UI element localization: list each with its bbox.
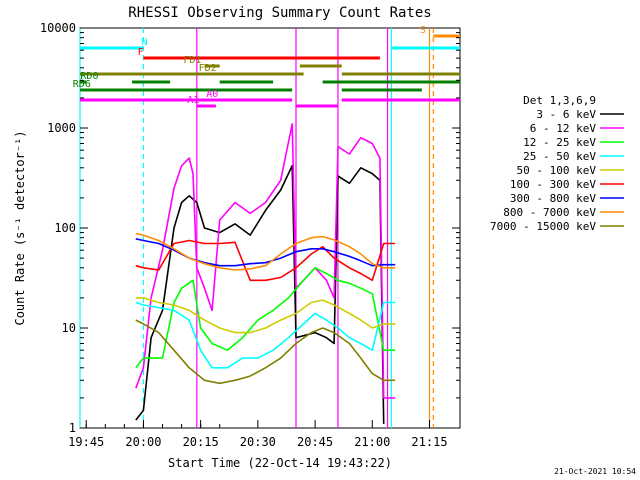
time-markers xyxy=(79,28,434,428)
flag-f-label: F xyxy=(138,47,144,58)
y-axis-label: Count Rate (s⁻¹ detector⁻¹) xyxy=(13,130,27,325)
series-line-7 xyxy=(135,232,396,271)
generation-timestamp: 21-Oct-2021 10:54 xyxy=(554,467,636,476)
x-axis-label: Start Time (22-Oct-14 19:43:22) xyxy=(168,456,392,470)
flag-fd2-label: FD2 xyxy=(199,63,217,74)
legend-entry-5: 100 - 300 keV xyxy=(510,178,596,191)
series-line-3 xyxy=(135,301,396,369)
x-tick-label-1: 20:00 xyxy=(125,435,161,449)
y-tick-label-0: 1 xyxy=(69,421,76,435)
legend-entry-4: 50 - 100 keV xyxy=(517,164,597,177)
axes: 19:45 20:00 20:15 20:30 20:45 21:00 21:15 1 10 10… xyxy=(40,21,460,449)
series-line-1 xyxy=(135,123,396,399)
series-line-0 xyxy=(135,164,385,424)
flag-s-label: S xyxy=(420,25,426,36)
legend-entry-2: 12 - 25 keV xyxy=(523,136,596,149)
series-line-4 xyxy=(135,297,396,334)
flag-fd1-label: FD1 xyxy=(183,55,201,66)
legend-entry-1: 6 - 12 keV xyxy=(530,122,597,135)
flag-a0-label: A0 xyxy=(206,89,218,100)
flag-a1-label: A1 xyxy=(187,95,199,106)
plot-frame xyxy=(79,27,461,429)
legend-entry-3: 25 - 50 keV xyxy=(523,150,596,163)
legend-entry-8: 7000 - 15000 keV xyxy=(490,220,596,233)
x-tick-label-6: 21:15 xyxy=(411,435,447,449)
legend-entry-6: 300 - 800 keV xyxy=(510,192,596,205)
flag-rd6-label: RD6 xyxy=(73,79,91,90)
x-tick-label-3: 20:30 xyxy=(240,435,276,449)
y-tick-label-1: 10 xyxy=(62,321,76,335)
x-tick-label-0: 19:45 xyxy=(68,435,104,449)
legend-entry-0: 3 - 6 keV xyxy=(536,108,596,121)
x-tick-label-5: 21:00 xyxy=(354,435,390,449)
series-lines xyxy=(135,123,396,424)
y-tick-label-2: 100 xyxy=(54,221,76,235)
series-line-2 xyxy=(135,267,396,369)
x-tick-label-4: 20:45 xyxy=(297,435,333,449)
y-tick-label-4: 10000 xyxy=(40,21,76,35)
legend-title: Det 1,3,6,9 xyxy=(523,94,596,107)
chart-title: RHESSI Observing Summary Count Rates xyxy=(128,5,431,21)
series-line-8 xyxy=(135,319,396,385)
flag-n-label: N xyxy=(141,37,147,48)
x-tick-label-2: 20:15 xyxy=(183,435,219,449)
series-line-5 xyxy=(135,239,396,282)
y-tick-label-3: 1000 xyxy=(47,121,76,135)
legend-entry-7: 800 - 7000 keV xyxy=(503,206,596,219)
flag-rd0-label: RD0 xyxy=(80,71,98,82)
